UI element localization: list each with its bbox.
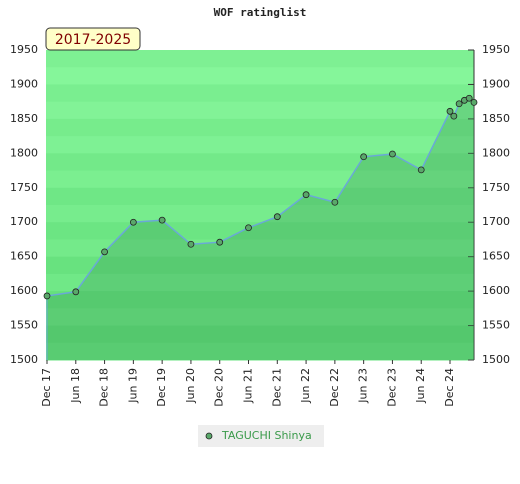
x-tick-label: Dec 23 [385,368,398,407]
legend-box [198,425,324,447]
band [46,170,474,189]
y2-tick-label: 1950 [482,43,510,56]
x-tick-label: Dec 24 [443,368,456,407]
marker [43,292,51,300]
marker [465,94,473,102]
band [46,273,474,292]
band [46,101,474,120]
marker [389,150,396,158]
x-tick-label: Jun 19 [126,368,139,404]
y-tick-label: 1800 [10,146,38,159]
marker [245,224,252,232]
band [46,50,474,68]
y-tick-label: 1700 [10,215,38,228]
x-tick-label: Jun 21 [242,368,255,404]
x-tick-label: Jun 23 [357,368,370,404]
marker [417,166,425,174]
x-tick-label: Dec 22 [328,368,341,407]
x-tick-label: Jun 18 [69,368,82,404]
y2-tick-label: 1550 [482,319,510,332]
y2-tick-label: 1650 [482,250,510,263]
y-tick-label: 1850 [10,112,38,125]
marker [129,218,137,226]
chart-title: WOF ratinglist [214,6,307,19]
band [46,239,474,258]
y2-tick-label: 1850 [482,112,510,125]
annotation-box [45,27,141,51]
marker [158,216,166,224]
band [46,187,474,206]
band [46,222,474,240]
band [46,136,474,154]
marker [446,107,454,115]
y2-tick-label: 1500 [482,353,510,366]
marker [302,191,310,199]
plot-background [46,50,474,361]
y-tick-label: 1950 [10,43,38,56]
y-tick-label: 1650 [10,250,38,263]
marker [216,238,224,246]
band [46,153,474,172]
x-tick-label: Dec 19 [155,368,168,407]
x-tick-label: Jun 24 [414,368,427,404]
legend-label: TAGUCHI Shinya [221,429,312,442]
band [46,118,474,137]
x-tick-label: Dec 17 [40,368,53,407]
marker [72,288,80,296]
y2-tick-label: 1900 [482,77,510,90]
x-tick-label: Jun 20 [184,368,197,404]
y-tick-label: 1500 [10,353,38,366]
band [46,84,474,103]
annotation: 2017-2025 [55,32,131,48]
y2-tick-label: 1800 [482,146,510,159]
band [46,291,474,309]
marker [273,213,281,221]
band [46,325,474,344]
x-tick-label: Dec 21 [270,368,283,407]
y-tick-label: 1600 [10,284,38,297]
marker [101,248,108,256]
legend-marker [205,432,213,440]
band [46,67,474,85]
plot: 1500 1500 1550 1550 1600 1600 1650 1650 1700 1700… [10,43,510,447]
area [47,98,474,360]
y-tick-label: 1750 [10,181,38,194]
x-tick-label: Dec 20 [213,368,226,407]
marker [187,240,195,248]
x-tick-label: Dec 18 [98,368,111,407]
y2-tick-label: 1700 [482,215,510,228]
x-tick-label: Jun 22 [299,368,312,404]
y2-tick-label: 1750 [482,181,510,194]
y-tick-label: 1900 [10,77,38,90]
band [46,256,474,275]
marker [455,100,463,108]
marker [331,198,339,206]
band [46,308,474,327]
marker [450,112,458,120]
marker [470,98,478,106]
band [46,342,474,361]
marker [360,153,368,161]
band [46,205,474,223]
y2-tick-label: 1600 [482,284,510,297]
y-tick-label: 1550 [10,319,38,332]
